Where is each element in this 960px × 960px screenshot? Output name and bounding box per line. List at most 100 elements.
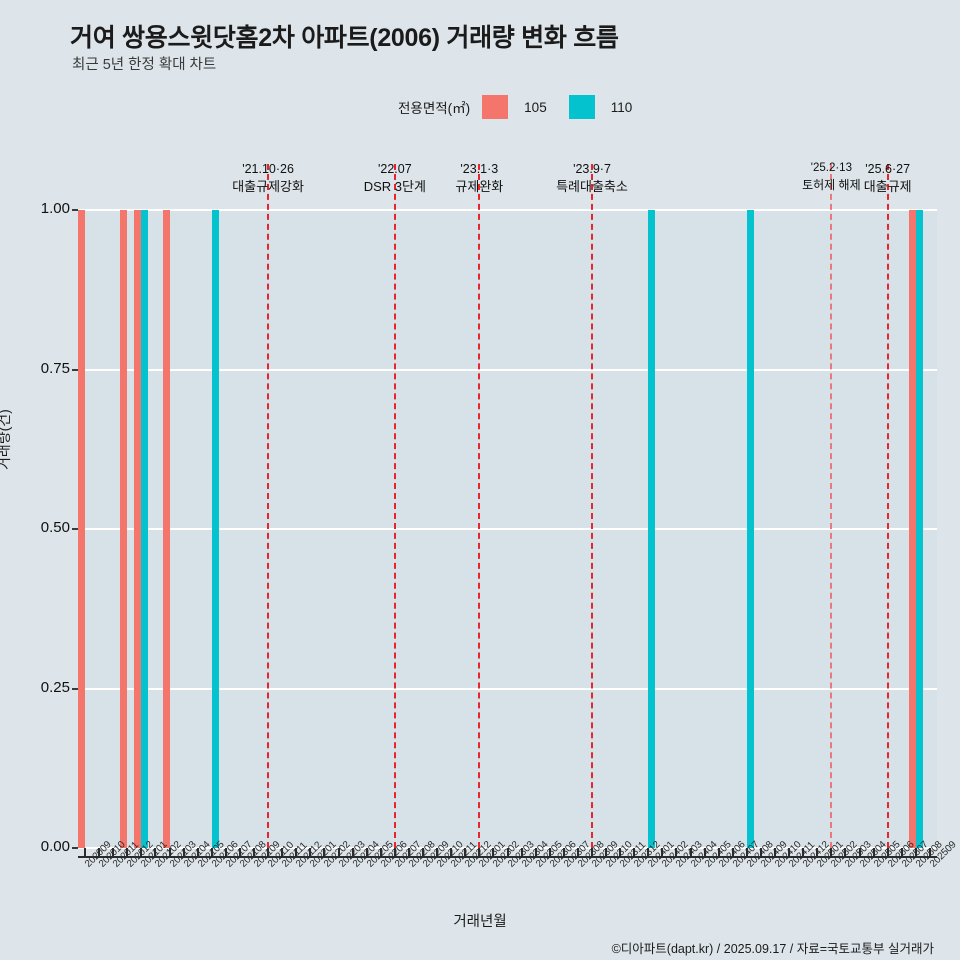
bar[interactable] <box>162 210 170 848</box>
annotation-text: 토허제 해제 <box>802 177 861 192</box>
legend-item-110[interactable]: 110 <box>568 95 655 119</box>
annotation-text: 규제완화 <box>455 179 504 195</box>
x-tick-mark <box>140 848 143 857</box>
x-tick-mark <box>450 848 453 857</box>
x-tick-mark <box>886 848 889 857</box>
x-tick-mark <box>210 848 213 857</box>
x-tick-mark <box>661 848 664 857</box>
bar[interactable] <box>141 210 149 848</box>
gridline <box>78 528 937 530</box>
y-tick-label: 1.00 <box>40 200 70 217</box>
legend-label-110: 110 <box>610 99 633 115</box>
legend-label-105: 105 <box>524 99 547 115</box>
x-tick-mark <box>675 848 678 857</box>
x-tick-mark <box>745 848 748 857</box>
x-tick-mark <box>576 848 579 857</box>
bar[interactable] <box>746 210 754 848</box>
annotation-text: DSR 3단계 <box>363 179 426 195</box>
annotation-text: 대출규제강화 <box>232 179 304 195</box>
x-tick-mark <box>689 848 692 857</box>
x-tick-mark <box>717 848 720 857</box>
x-tick-mark <box>393 848 396 857</box>
x-tick-mark <box>196 848 199 857</box>
x-tick-mark <box>154 848 157 857</box>
x-tick-mark <box>126 848 129 857</box>
x-tick-mark <box>731 848 734 857</box>
x-tick-mark <box>323 848 326 857</box>
bar[interactable] <box>134 210 142 848</box>
x-tick-mark <box>168 848 171 857</box>
x-tick-mark <box>520 848 523 857</box>
annotation-date: '23.1·3 <box>460 162 499 176</box>
gridline <box>78 209 937 211</box>
y-axis-title: 거래량(건) <box>0 409 12 470</box>
annotation-line <box>478 164 481 848</box>
y-tick-mark <box>72 847 78 849</box>
y-tick-mark <box>72 687 78 690</box>
x-tick-mark <box>872 848 875 857</box>
x-tick-mark <box>788 848 791 857</box>
legend-item-105[interactable]: 105 <box>482 95 569 119</box>
x-tick-mark <box>267 848 270 857</box>
annotation-line <box>590 164 593 848</box>
y-tick-mark <box>72 368 78 371</box>
x-tick-mark <box>816 848 819 857</box>
x-tick-mark <box>295 848 298 857</box>
x-tick-mark <box>774 848 777 857</box>
x-tick-mark <box>422 848 424 857</box>
annotation-text: 특례대출축소 <box>556 179 628 195</box>
annotation-line <box>393 164 396 848</box>
plot-area <box>78 164 937 849</box>
annotation-date: '25.2·13 <box>810 162 852 174</box>
x-tick-mark <box>365 848 368 857</box>
y-tick-mark <box>72 209 78 211</box>
x-tick-mark <box>928 848 931 857</box>
x-tick-mark <box>464 848 467 857</box>
annotation-label: '23.9·7 특례대출축소 <box>492 160 692 197</box>
y-tick-mark <box>72 528 78 530</box>
y-tick-label: 0.50 <box>40 519 70 536</box>
x-tick-mark <box>281 848 284 857</box>
x-tick-mark <box>506 848 509 857</box>
x-tick-mark <box>759 848 762 857</box>
page-subtitle: 최근 5년 한정 확대 차트 <box>72 57 217 73</box>
x-axis-title: 거래년월 <box>453 914 507 930</box>
x-tick-mark <box>351 848 354 857</box>
x-tick-mark <box>619 848 622 857</box>
legend-swatch-105 <box>482 95 509 119</box>
x-tick-mark <box>238 848 241 857</box>
x-tick-mark <box>548 848 551 857</box>
x-tick-mark <box>900 848 903 857</box>
bar[interactable] <box>915 210 923 848</box>
annotation-line <box>886 164 889 848</box>
x-tick-mark <box>182 848 185 857</box>
bar[interactable] <box>908 210 916 848</box>
x-tick-mark <box>914 848 917 857</box>
legend-title: 전용면적(㎡) <box>398 101 471 116</box>
bar[interactable] <box>78 210 86 848</box>
x-tick-mark <box>802 848 805 857</box>
footer-credit: ©디아파트(dapt.kr) / 2025.09.17 / 자료=국토교통부 실… <box>611 942 934 956</box>
x-axis-line <box>78 856 937 858</box>
x-tick-mark <box>253 848 256 857</box>
x-tick-mark <box>647 848 650 857</box>
x-tick-mark <box>309 848 312 857</box>
gridline <box>78 687 937 690</box>
bar[interactable] <box>120 210 128 848</box>
y-tick-label: 0.00 <box>40 838 70 855</box>
legend: 전용면적(㎡) 105 110 <box>398 95 655 119</box>
page-title: 거여 쌍용스윗닷홈2차 아파트(2006) 거래량 변화 흐름 <box>70 24 619 52</box>
x-tick-mark <box>590 848 593 857</box>
x-tick-mark <box>436 848 439 857</box>
bar[interactable] <box>648 210 656 848</box>
annotation-date: '22.07 <box>378 162 412 176</box>
legend-swatch-110 <box>568 95 595 119</box>
x-tick-mark <box>337 848 340 857</box>
x-axis <box>78 848 937 858</box>
annotation-label: '23.1·3 규제완화 <box>379 160 579 197</box>
annotation-date: '25.6·27 <box>865 162 911 176</box>
y-tick-label: 0.25 <box>40 678 70 696</box>
bar[interactable] <box>211 210 219 848</box>
annotation-text: 대출규제 <box>863 179 912 195</box>
